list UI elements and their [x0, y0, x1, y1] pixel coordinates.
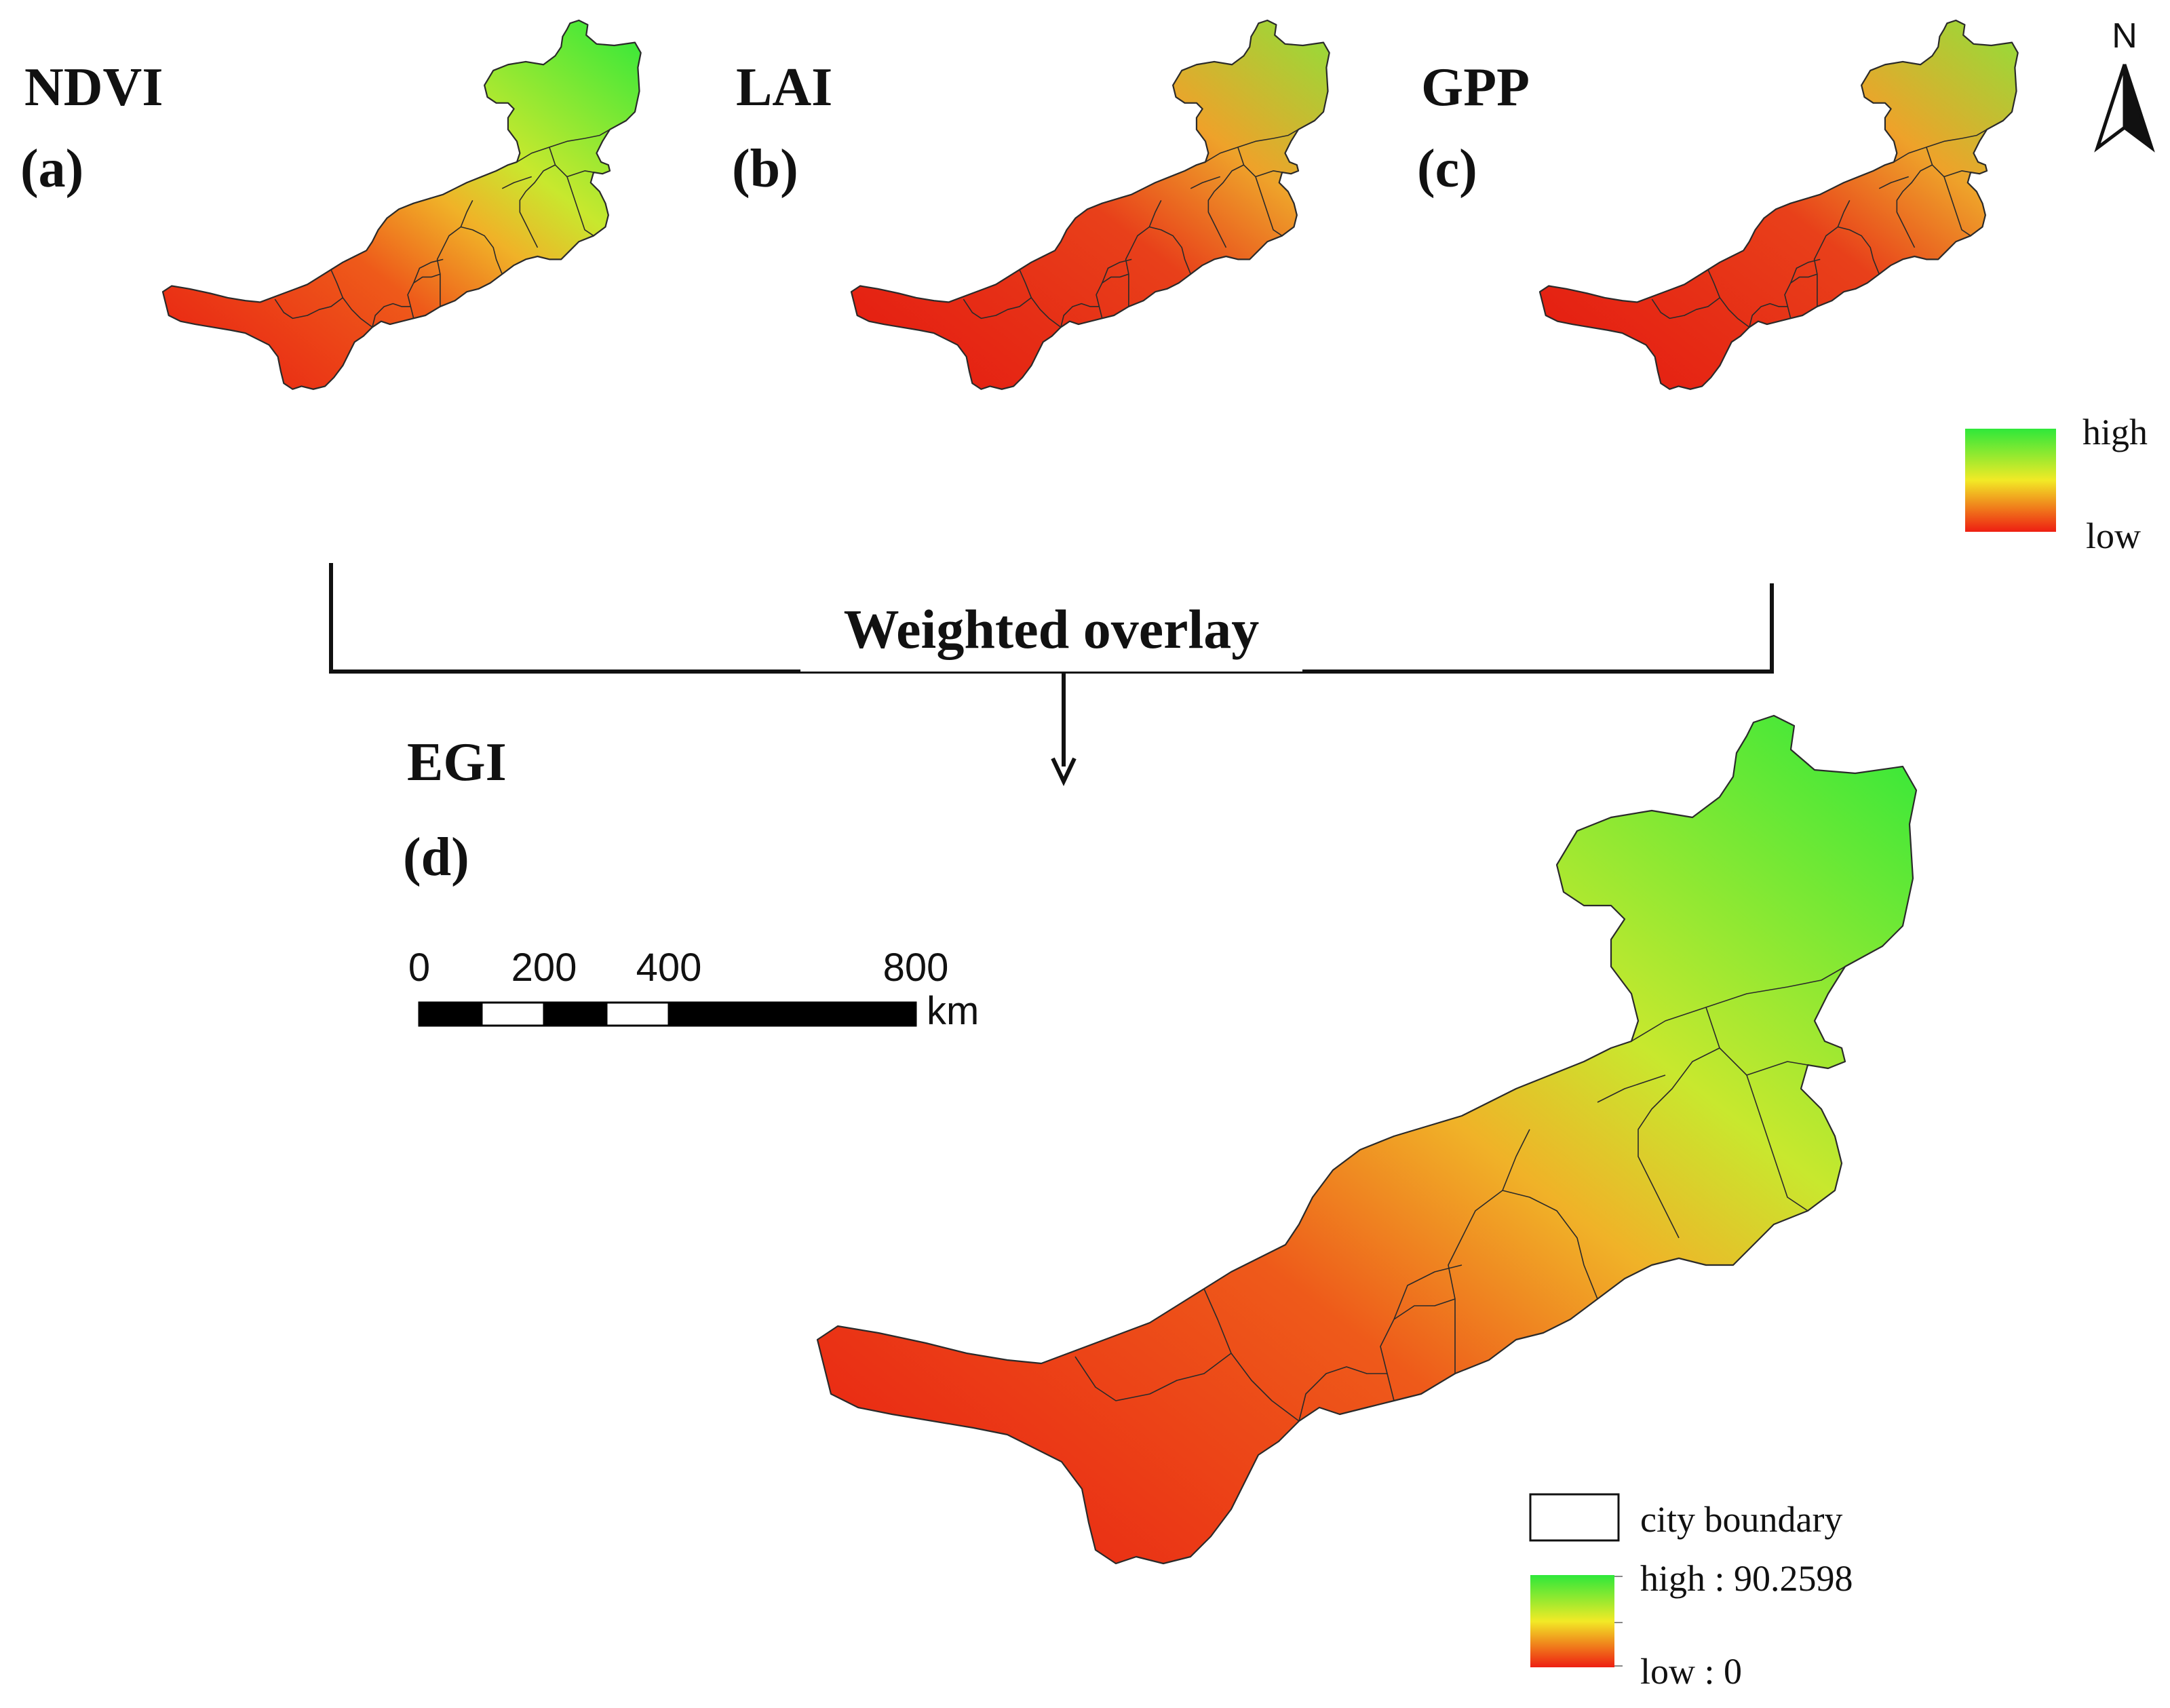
scale-bar-segment	[667, 1001, 917, 1027]
city-boundary-line	[1125, 226, 1150, 307]
city-boundary-line	[1203, 1288, 1300, 1422]
region-fill-a	[161, 19, 642, 390]
scale-bar-segment	[418, 1001, 483, 1027]
city-boundary-line	[1255, 170, 1283, 178]
city-boundary-line	[330, 269, 373, 328]
panel-title-b: LAI	[736, 58, 832, 117]
map-panel-b	[850, 19, 1330, 390]
city-boundary-line	[1784, 273, 1818, 319]
city-boundary-line	[1638, 1047, 1720, 1239]
city-boundary-line	[566, 170, 594, 178]
city-boundary-line	[1651, 297, 1720, 319]
city-boundary-line	[1190, 176, 1221, 189]
city-boundary-line	[461, 226, 503, 275]
north-arrow-right-half	[2123, 64, 2155, 153]
city-boundary-label: city boundary	[1640, 1499, 1842, 1540]
city-boundary-line	[1019, 269, 1062, 328]
main-legend-low: low : 0	[1640, 1651, 1742, 1692]
map-panel-d	[816, 714, 1918, 1565]
north-arrow-left-half	[2094, 64, 2127, 153]
city-boundary-swatch	[1529, 1493, 1620, 1542]
city-boundary-line	[1943, 170, 1971, 178]
scale-bar-tick-label: 800	[883, 946, 949, 990]
city-boundary-line	[1448, 1190, 1503, 1374]
city-boundary-line	[963, 297, 1032, 319]
north-arrow-label: N	[2112, 16, 2137, 56]
map-panel-a	[161, 19, 642, 390]
scale-bar-segment	[480, 1001, 545, 1027]
overlay-arrow-head	[1051, 757, 1077, 787]
region-fill-d	[816, 714, 1918, 1565]
panel-tag-b: (b)	[732, 139, 798, 199]
city-boundary-line	[436, 226, 461, 307]
city-boundary-line	[1878, 176, 1910, 189]
city-boundary-line	[1790, 258, 1821, 284]
city-boundary-line	[1149, 226, 1191, 275]
overlay-label-bg	[800, 597, 1302, 672]
overlay-label: Weighted overlay	[844, 598, 1260, 660]
city-boundary-line	[1746, 1061, 1808, 1076]
scale-bar-unit: km	[927, 989, 979, 1033]
panel-tag-d: (d)	[403, 828, 469, 887]
weighted-overlay-flow: Weighted overlay	[329, 563, 1774, 787]
city-boundary-line	[516, 129, 611, 163]
panel-title-a: NDVI	[24, 58, 163, 117]
city-boundary-line	[501, 176, 532, 189]
city-boundary-line	[1393, 1264, 1462, 1320]
city-boundary-line	[1298, 1366, 1387, 1422]
panel-tag-a: (a)	[20, 139, 83, 199]
panel-title-c: GPP	[1421, 58, 1530, 117]
scale-bar-tick-label: 0	[408, 946, 430, 990]
main-legend: city boundary high : 90.2598 low : 0	[1529, 1493, 1853, 1692]
city-boundary-line	[407, 273, 441, 319]
city-boundary-line	[1749, 303, 1788, 328]
city-boundary-line	[1074, 1353, 1232, 1401]
city-boundary-line	[1102, 258, 1132, 284]
small-legend-low: low	[2086, 516, 2141, 556]
city-boundary-line	[1205, 129, 1299, 163]
city-boundary-line	[1597, 1074, 1666, 1103]
city-boundary-line	[1207, 164, 1244, 248]
city-boundary-line	[1502, 1129, 1530, 1191]
panel-tag-c: (c)	[1417, 139, 1477, 199]
region-fill-c	[1538, 19, 2019, 390]
small-legend-high: high	[2082, 412, 2148, 452]
small-legend-ramp	[1965, 429, 2056, 532]
scale-bar-tick-label: 400	[636, 946, 702, 990]
city-boundary-line	[1060, 303, 1100, 328]
map-panel-c	[1538, 19, 2019, 390]
city-boundary-line	[1893, 129, 1988, 163]
city-boundary-line	[1707, 269, 1750, 328]
city-boundary-line	[1502, 1190, 1598, 1300]
north-arrow: N	[2094, 16, 2155, 153]
scale-bar-segment	[605, 1001, 670, 1027]
city-boundary-line	[1631, 966, 1846, 1042]
city-boundary-line	[1838, 226, 1880, 275]
city-boundary-line	[1813, 226, 1838, 307]
scale-bar-tick-label: 200	[511, 946, 577, 990]
panel-title-d: EGI	[407, 733, 507, 792]
small-legend: high low	[1965, 412, 2148, 556]
city-boundary-line	[519, 164, 556, 248]
scale-bar-segment	[543, 1001, 608, 1027]
city-boundary-line	[1896, 164, 1933, 248]
city-boundary-line	[1837, 199, 1851, 227]
main-legend-ramp	[1530, 1575, 1614, 1667]
city-boundary-line	[1148, 199, 1162, 227]
city-boundary-line	[274, 297, 343, 319]
city-boundary-line	[372, 303, 411, 328]
city-boundary-line	[460, 199, 473, 227]
main-legend-high: high : 90.2598	[1640, 1558, 1853, 1599]
region-fill-b	[850, 19, 1330, 390]
city-boundary-line	[413, 258, 444, 284]
